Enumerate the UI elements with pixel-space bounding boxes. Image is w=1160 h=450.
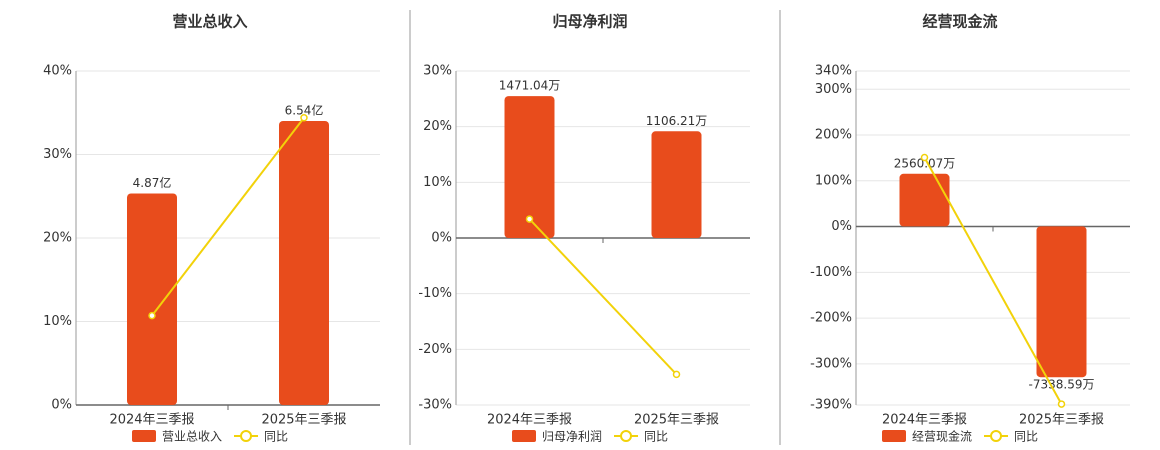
y-tick-label: -10% xyxy=(418,286,452,301)
y-tick-label: 0% xyxy=(51,398,72,413)
bar xyxy=(651,131,702,238)
y-tick-label: 40% xyxy=(43,64,72,79)
x-tick-label: 2024年三季报 xyxy=(109,413,194,428)
line xyxy=(151,117,305,317)
y-tick-label: 10% xyxy=(43,314,72,329)
chart-title: 经营现金流 xyxy=(922,13,997,31)
legend-label: 经营现金流 xyxy=(912,429,972,444)
legend-swatch xyxy=(620,430,633,442)
y-tick-label: -20% xyxy=(418,342,452,357)
y-tick-label: 30% xyxy=(43,147,72,162)
bar xyxy=(1036,226,1087,378)
line-point xyxy=(148,311,156,320)
line-point xyxy=(525,215,534,223)
line xyxy=(528,218,678,376)
bar xyxy=(279,120,329,405)
y-tick-label: -300% xyxy=(810,356,852,371)
y-tick-label: -100% xyxy=(810,265,852,280)
legend-swatch xyxy=(240,430,253,442)
y-tick-label: 0% xyxy=(831,219,852,234)
y-tick-label: 10% xyxy=(423,175,452,190)
legend-swatch xyxy=(990,430,1003,442)
legend-swatch xyxy=(882,430,906,442)
y-tick-label: 30% xyxy=(423,64,452,79)
data-label: 1106.21万 xyxy=(646,114,708,128)
legend-swatch xyxy=(512,430,536,442)
y-tick-label: 100% xyxy=(815,173,852,188)
y-tick-label: 340% xyxy=(815,64,852,79)
y-tick-label: 0% xyxy=(431,231,452,246)
x-tick-label: 2025年三季报 xyxy=(1019,413,1104,428)
data-label: 6.54亿 xyxy=(285,102,324,117)
data-label: -7338.59万 xyxy=(1029,378,1095,392)
line-point xyxy=(920,153,929,162)
bar xyxy=(504,96,555,238)
y-tick-label: -30% xyxy=(418,398,452,413)
y-tick-label: -200% xyxy=(810,311,852,326)
legend-label: 同比 xyxy=(264,430,288,444)
legend-label: 营业总收入 xyxy=(162,430,222,444)
line xyxy=(923,156,1063,405)
x-tick-label: 2025年三季报 xyxy=(261,413,346,428)
y-tick-label: 20% xyxy=(423,119,452,134)
data-label: 4.87亿 xyxy=(133,175,172,190)
data-label: 2560.07万 xyxy=(894,156,956,170)
y-tick-label: 20% xyxy=(43,231,72,246)
legend-swatch xyxy=(132,430,156,442)
bar xyxy=(127,193,177,405)
y-tick-label: -390% xyxy=(810,398,852,413)
y-tick-label: 200% xyxy=(815,128,852,143)
bar xyxy=(899,173,950,227)
x-tick-label: 2025年三季报 xyxy=(634,413,719,428)
line-point xyxy=(1057,400,1066,408)
y-tick-label: 300% xyxy=(815,82,852,97)
line-point xyxy=(300,114,308,122)
legend-label: 归母净利润 xyxy=(542,430,602,444)
legend-label: 同比 xyxy=(1014,430,1038,444)
x-tick-label: 2024年三季报 xyxy=(487,413,572,428)
line-point xyxy=(672,370,681,379)
chart-title: 归母净利润 xyxy=(552,13,627,31)
data-label: 1471.04万 xyxy=(499,79,561,93)
chart-title: 营业总收入 xyxy=(172,13,247,31)
x-tick-label: 2024年三季报 xyxy=(882,413,967,428)
legend-label: 同比 xyxy=(644,430,668,444)
